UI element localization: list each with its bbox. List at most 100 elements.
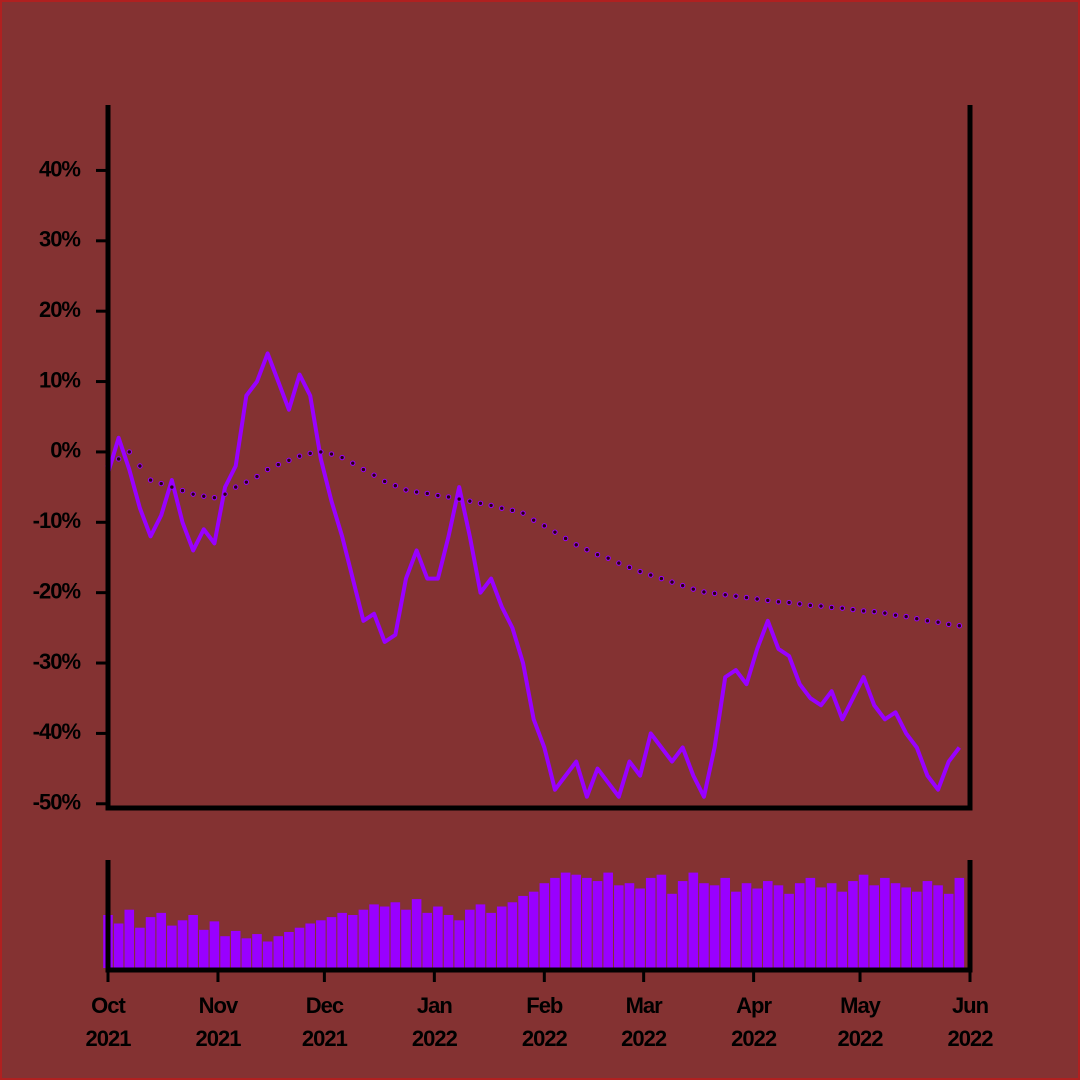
- volume-bar: [826, 883, 837, 968]
- x-tick-label: Jun: [952, 993, 989, 1018]
- volume-bar: [188, 915, 198, 968]
- ma-dot: [701, 589, 707, 595]
- volume-bar: [677, 881, 688, 968]
- ma-dot: [318, 449, 324, 455]
- ma-dot: [552, 529, 558, 535]
- x-tick-label: Dec: [306, 993, 344, 1018]
- volume-bar: [784, 893, 794, 968]
- ma-dot: [818, 603, 824, 609]
- y-tick-label: -20%: [33, 578, 81, 603]
- volume-bar: [656, 874, 667, 968]
- ma-dot: [147, 477, 154, 483]
- ma-dot: [392, 483, 399, 489]
- x-tick-label: May: [840, 993, 882, 1018]
- x-tick-label: 2021: [302, 1026, 348, 1051]
- ma-dot: [669, 579, 675, 585]
- ma-dot: [190, 491, 196, 497]
- x-tick-label: Apr: [736, 993, 772, 1018]
- ma-dot: [765, 597, 771, 604]
- volume-bar: [209, 921, 220, 968]
- ma-dot: [328, 451, 335, 457]
- volume-bar: [326, 917, 337, 968]
- ma-dot: [264, 466, 271, 473]
- x-tick-label: 2022: [948, 1026, 994, 1051]
- volume-bar: [284, 931, 294, 968]
- volume-bar: [848, 881, 858, 968]
- volume-bar: [379, 906, 390, 968]
- volume-bar: [603, 872, 613, 968]
- x-tick-label: Oct: [91, 993, 126, 1018]
- ma-dot: [807, 602, 814, 609]
- ma-dot: [530, 517, 537, 523]
- ma-dot: [467, 498, 473, 504]
- volume-bar: [252, 934, 262, 968]
- x-tick-label: 2021: [86, 1026, 132, 1051]
- volume-bar: [390, 902, 401, 968]
- volume-bar: [614, 885, 624, 968]
- volume-bar: [156, 912, 166, 968]
- x-tick-label: 2022: [731, 1026, 777, 1051]
- x-tick-label: 2022: [522, 1026, 568, 1051]
- y-tick-label: 40%: [39, 156, 80, 181]
- ma-dot: [626, 564, 633, 571]
- x-tick-label: 2022: [412, 1026, 458, 1051]
- volume-bar: [443, 915, 454, 968]
- ma-dot: [222, 491, 228, 497]
- volume-bar: [752, 888, 762, 968]
- volume-bar: [816, 887, 826, 968]
- ma-dot: [381, 478, 388, 485]
- volume-bar: [401, 909, 411, 968]
- volume-bar: [433, 906, 443, 968]
- ma-dot: [914, 616, 920, 622]
- volume-bar: [411, 899, 422, 968]
- volume-bar: [592, 881, 603, 968]
- y-tick-label: 20%: [39, 297, 80, 322]
- ma-dot: [169, 484, 175, 490]
- ma-dot: [722, 592, 728, 598]
- volume-bar: [571, 874, 582, 968]
- ma-dot: [211, 494, 218, 501]
- volume-bar: [699, 883, 709, 968]
- price-line: [106, 351, 961, 799]
- ma-dot: [882, 610, 888, 616]
- ma-dot: [115, 456, 122, 462]
- volume-bar: [475, 904, 486, 968]
- ma-dot: [435, 492, 441, 499]
- ma-dot: [509, 507, 516, 514]
- volume-bar: [837, 891, 848, 968]
- y-tick-label: -30%: [33, 649, 81, 674]
- ma-dot: [797, 601, 803, 607]
- volume-bar: [901, 887, 911, 968]
- ma-dot: [775, 599, 782, 605]
- volume-bar: [230, 930, 241, 968]
- volume-bar: [518, 895, 528, 968]
- ma-dot: [403, 487, 409, 493]
- y-tick-label: -10%: [33, 508, 81, 533]
- ma-dot: [350, 460, 356, 466]
- x-tick-label: Nov: [199, 993, 239, 1018]
- ma-dot: [520, 510, 526, 516]
- ma-dot: [786, 599, 792, 606]
- ma-dot: [892, 612, 899, 618]
- volume-bar: [635, 888, 645, 968]
- volume-bar: [805, 877, 816, 968]
- ma-dot: [871, 608, 877, 615]
- volume-bar: [358, 909, 369, 968]
- ma-dot: [935, 619, 941, 625]
- ma-dot: [594, 551, 601, 558]
- volume-bar: [241, 938, 252, 968]
- ma-dot: [360, 466, 367, 473]
- ma-dot: [924, 618, 931, 624]
- volume-bar: [731, 891, 741, 968]
- volume-bar: [582, 877, 592, 968]
- volume-bar: [496, 906, 507, 968]
- price-frame: [105, 105, 973, 811]
- volume-bar: [943, 893, 954, 968]
- axes: [105, 105, 973, 973]
- volume-bar: [262, 941, 273, 968]
- ma-dot: [371, 472, 377, 478]
- volume-bar: [347, 915, 358, 968]
- ma-dot: [946, 621, 952, 628]
- ma-dot: [456, 496, 462, 502]
